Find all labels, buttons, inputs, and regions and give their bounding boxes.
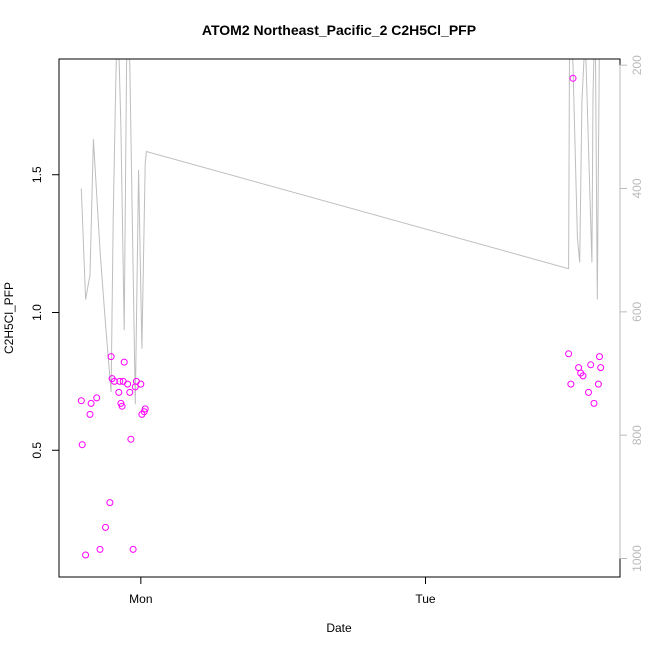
plot-frame (58, 58, 621, 578)
data-point (594, 380, 602, 388)
y2-tick-label: 600 (630, 302, 644, 322)
series-line (80, 59, 600, 405)
y-tick-label: 1.0 (30, 304, 44, 321)
y2-tick-label: 400 (630, 178, 644, 198)
data-point (124, 380, 132, 388)
data-point (565, 350, 573, 358)
data-point (106, 499, 114, 507)
x-tick-label: Mon (129, 592, 152, 606)
plot-area (77, 59, 605, 559)
data-point (120, 358, 128, 366)
data-point (596, 353, 603, 361)
data-point (115, 388, 123, 396)
y-tick-label: 0.5 (30, 442, 44, 459)
y-tick-label: 1.5 (30, 166, 44, 183)
data-point (590, 399, 598, 407)
chart-title: ATOM2 Northeast_Pacific_2 C2H5Cl_PFP (202, 22, 476, 38)
x-tick-label: Tue (415, 592, 436, 606)
data-point (587, 361, 595, 369)
right-axis: 200 400 600 800 1000 (619, 55, 644, 572)
data-point (597, 364, 605, 372)
y-axis-label: C2H5Cl_PFP (2, 282, 16, 354)
x-axis-label: Date (326, 621, 352, 635)
data-point (137, 380, 145, 388)
data-point (96, 545, 104, 553)
data-point (78, 441, 86, 449)
y2-tick-label: 1000 (630, 545, 644, 572)
data-point (77, 397, 85, 405)
data-point (110, 377, 118, 385)
data-point (107, 353, 115, 361)
x-axis: Mon Tue (129, 576, 436, 606)
data-point (567, 380, 575, 388)
y-axis: 0.5 1.0 1.5 (30, 166, 60, 459)
data-point (585, 388, 592, 396)
data-point (102, 523, 109, 531)
data-point (129, 545, 137, 553)
data-point (569, 74, 577, 82)
data-point (116, 377, 124, 385)
data-point (86, 410, 94, 418)
data-point (126, 388, 134, 396)
data-point (132, 377, 140, 385)
y2-tick-label: 200 (630, 55, 644, 75)
y2-tick-label: 800 (630, 425, 644, 445)
data-point (127, 435, 135, 443)
data-point (141, 405, 149, 413)
data-point (579, 372, 587, 380)
data-point (82, 551, 90, 559)
data-point (118, 402, 126, 410)
data-point (93, 394, 101, 402)
data-point (87, 399, 95, 407)
